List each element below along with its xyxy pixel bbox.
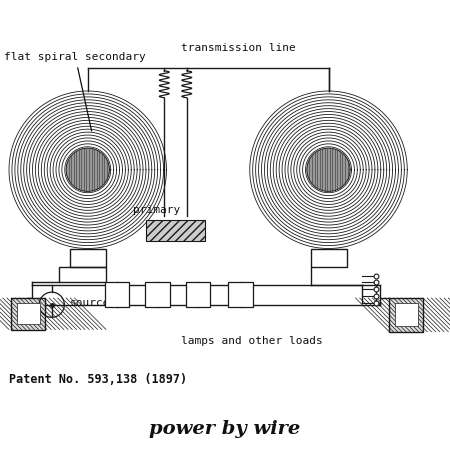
- Text: Patent No. 593,138 (1897): Patent No. 593,138 (1897): [9, 372, 187, 385]
- Bar: [17, 303, 40, 324]
- Bar: [104, 282, 130, 307]
- Bar: [145, 282, 170, 307]
- Bar: [389, 298, 423, 332]
- Polygon shape: [307, 148, 350, 191]
- Polygon shape: [66, 148, 109, 191]
- Bar: [146, 220, 205, 241]
- Text: transmission line: transmission line: [181, 43, 296, 53]
- Bar: [395, 303, 418, 326]
- Bar: [11, 298, 45, 330]
- Text: lamps and other loads: lamps and other loads: [181, 336, 323, 346]
- Text: primary: primary: [133, 205, 180, 215]
- Bar: [310, 248, 346, 266]
- Bar: [185, 282, 211, 307]
- Text: source: source: [70, 297, 110, 307]
- Text: power by wire: power by wire: [149, 420, 301, 437]
- Bar: [70, 248, 106, 266]
- Text: flat spiral secondary: flat spiral secondary: [4, 52, 146, 131]
- Bar: [229, 282, 253, 307]
- Bar: [58, 266, 106, 282]
